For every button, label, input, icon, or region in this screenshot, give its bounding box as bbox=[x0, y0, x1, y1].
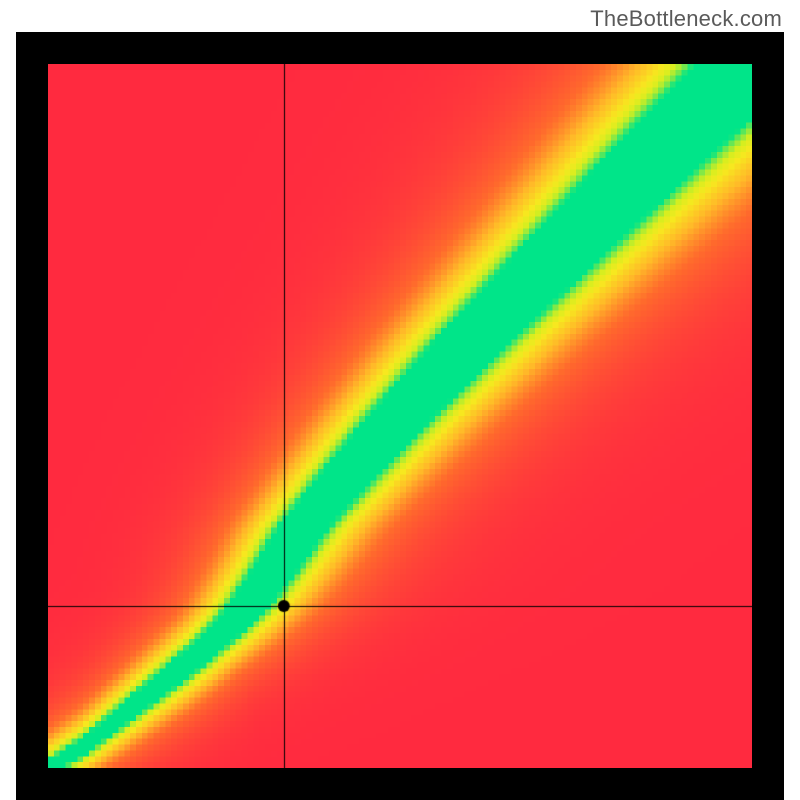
watermark-text: TheBottleneck.com bbox=[590, 6, 782, 32]
crosshair-overlay bbox=[48, 64, 752, 768]
